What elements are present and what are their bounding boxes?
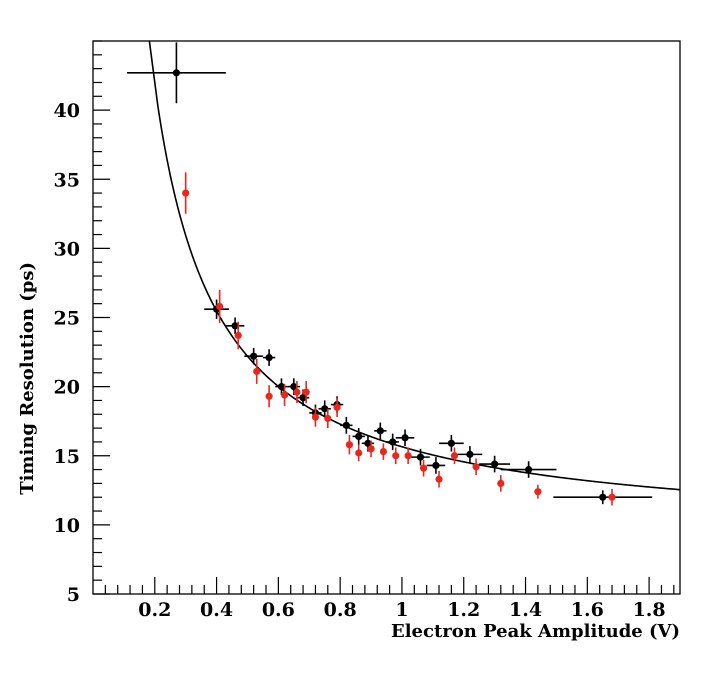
data-point <box>599 493 607 501</box>
y-tick-label: 10 <box>54 515 80 537</box>
series-group <box>182 172 616 506</box>
data-point <box>311 413 320 421</box>
data-point <box>404 452 412 460</box>
data-point <box>342 421 350 429</box>
series-group <box>126 42 653 505</box>
y-axis-title: Timing Resolution (ps) <box>17 262 38 495</box>
x-tick-label: 0.4 <box>200 599 233 621</box>
x-tick-label: 1.4 <box>509 599 542 621</box>
fit-curve <box>148 40 681 491</box>
data-point <box>265 353 273 362</box>
y-tick-label: 35 <box>54 169 80 191</box>
data-point <box>250 352 258 360</box>
data-point <box>389 438 397 446</box>
data-point <box>280 391 289 399</box>
data-point <box>364 439 372 447</box>
data-point <box>253 367 261 376</box>
x-tick-label: 0.8 <box>324 599 357 621</box>
data-point <box>376 427 384 435</box>
data-point <box>466 450 474 458</box>
data-point <box>293 388 301 396</box>
data-point <box>299 394 307 402</box>
data-point <box>216 302 224 311</box>
y-tick-label: 25 <box>54 308 80 330</box>
data-point <box>419 464 428 472</box>
data-point <box>608 493 616 501</box>
data-point <box>435 475 443 483</box>
x-axis-title: Electron Peak Amplitude (V) <box>391 621 680 642</box>
data-point <box>379 448 388 456</box>
y-tick-label: 40 <box>54 100 80 122</box>
x-tick-label: 1.8 <box>633 599 666 621</box>
data-point <box>321 405 329 413</box>
data-point <box>302 388 310 396</box>
data-point <box>367 445 375 453</box>
data-point <box>497 479 505 487</box>
data-point <box>447 439 455 447</box>
data-point <box>231 322 239 330</box>
data-point <box>172 69 181 77</box>
x-tick-label: 0.6 <box>262 599 295 621</box>
x-tick-label: 0.2 <box>138 599 171 621</box>
y-tick-label: 5 <box>67 584 80 606</box>
data-point <box>182 189 190 197</box>
data-point <box>472 463 480 471</box>
x-tick-label: 1 <box>395 599 408 621</box>
data-point <box>450 452 459 460</box>
x-tick-label: 1.2 <box>447 599 480 621</box>
x-tick-label: 1.6 <box>571 599 604 621</box>
data-point <box>265 392 273 400</box>
data-point <box>355 449 363 457</box>
plot-frame <box>92 40 681 595</box>
x-axis-ticks: 0.2 0.4 0.6 0.8 1 1.2 1.4 1.6 1.8 <box>104 577 675 621</box>
data-point <box>333 403 341 411</box>
data-point <box>290 383 298 391</box>
y-tick-label: 20 <box>54 377 80 399</box>
data-point <box>432 461 440 470</box>
data-point <box>392 452 400 460</box>
y-tick-label: 30 <box>54 238 80 260</box>
fit-layer <box>148 40 681 491</box>
series-layer <box>126 42 653 506</box>
data-point <box>324 414 332 423</box>
data-point <box>345 441 354 449</box>
y-axis-ticks: 5 10 15 20 25 30 35 40 <box>54 40 110 606</box>
data-point <box>355 432 363 440</box>
y-tick-label: 15 <box>54 446 80 468</box>
data-point <box>277 383 286 391</box>
data-point <box>525 465 533 474</box>
data-point <box>234 331 242 340</box>
data-point <box>401 434 409 442</box>
data-point <box>416 453 425 461</box>
data-point <box>491 460 499 468</box>
data-point <box>534 488 542 496</box>
